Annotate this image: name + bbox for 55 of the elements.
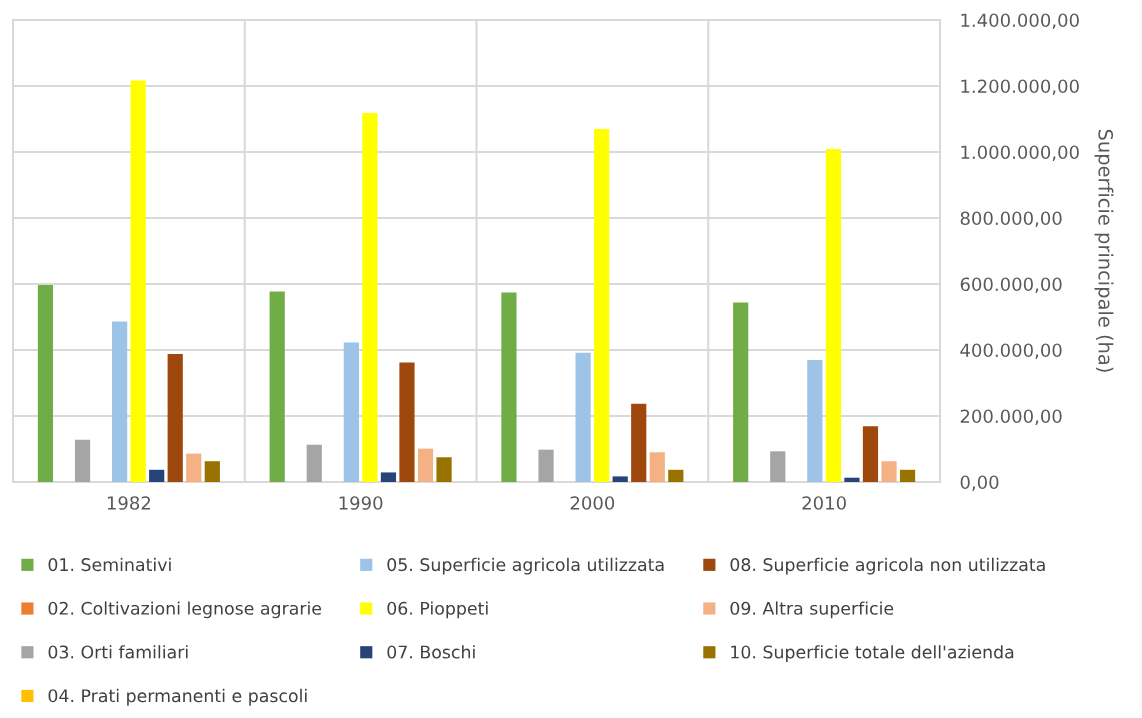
x-tick-label: 1982 — [107, 496, 151, 510]
bar — [668, 469, 684, 482]
bar — [844, 477, 860, 482]
bar — [501, 292, 517, 482]
bar — [399, 362, 415, 482]
bar — [770, 451, 786, 482]
bar — [149, 469, 165, 482]
y-tick-label: 200.000,00 — [960, 409, 1062, 425]
y-tick-label: 1.400.000,00 — [961, 13, 1079, 29]
legend-label: 04. Prati permanenti e pascoli — [48, 688, 307, 706]
legend-label: 10. Superficie totale dell'azienda — [731, 645, 1014, 662]
bar — [862, 426, 879, 482]
bar — [881, 461, 897, 482]
bar — [899, 469, 916, 482]
bar — [130, 80, 146, 482]
bar — [186, 453, 202, 482]
bar — [167, 353, 183, 482]
bar — [538, 449, 554, 482]
legend-label: 02. Coltivazioni legnose agrarie — [48, 601, 322, 619]
bar — [306, 444, 322, 482]
legend-label: 05. Superficie agricola utilizzata — [387, 557, 664, 575]
x-tick-label: 2000 — [570, 496, 615, 510]
bar — [612, 476, 628, 482]
bar — [825, 149, 841, 482]
bar — [362, 113, 378, 482]
bar — [112, 321, 128, 482]
bar — [204, 461, 220, 482]
bar — [649, 452, 665, 482]
y-tick-label: 0,00 — [960, 475, 999, 491]
legend-label: 09. Altra superficie — [730, 601, 894, 619]
legend-label: 07. Boschi — [387, 645, 475, 659]
bar — [417, 448, 434, 482]
bar — [37, 284, 54, 482]
bar — [807, 359, 823, 482]
y-tick-label: 800.000,00 — [960, 211, 1062, 227]
y-tick-label: 1.200.000,00 — [961, 79, 1079, 95]
legend-label: 08. Superficie agricola non utilizzata — [730, 557, 1045, 575]
legend-label: 03. Orti familiari — [48, 645, 188, 659]
y-axis-title: Superficie principale (ha) — [1094, 129, 1114, 372]
x-tick-label: 2010 — [802, 496, 846, 510]
bar — [269, 291, 285, 482]
bar — [380, 472, 397, 482]
y-tick-label: 400.000,00 — [960, 343, 1062, 359]
bar — [631, 403, 647, 482]
bar — [575, 352, 591, 482]
legend-label: 06. Pioppeti — [387, 601, 488, 619]
bar — [594, 128, 610, 482]
bar — [343, 342, 359, 482]
legend-label: 01. Seminativi — [48, 557, 171, 572]
y-tick-label: 1.000.000,00 — [961, 145, 1079, 161]
bar — [436, 457, 452, 482]
bar — [74, 439, 91, 482]
x-tick-label: 1990 — [339, 496, 383, 510]
y-tick-label: 600.000,00 — [960, 277, 1062, 293]
bar — [733, 302, 749, 482]
